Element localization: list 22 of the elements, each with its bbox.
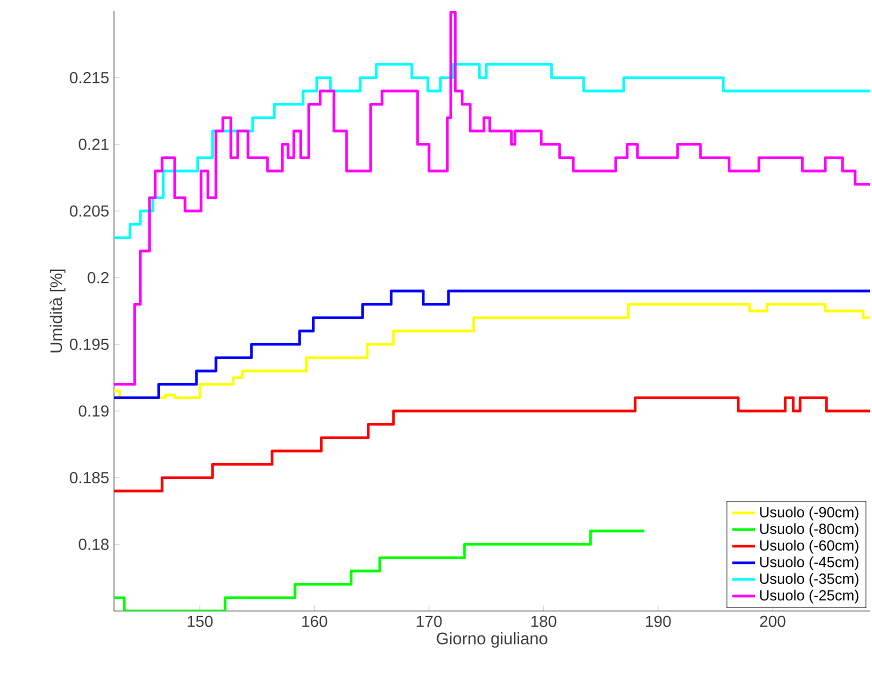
x-tick-label: 190 <box>646 616 671 628</box>
y-tick-label: 0.205 <box>70 205 109 217</box>
y-tick-label: 0.19 <box>78 405 109 417</box>
legend-label: Usuolo (-45cm) <box>760 556 858 570</box>
y-tick-label: 0.215 <box>70 72 109 84</box>
x-axis-title: Giorno giuliano <box>436 632 548 648</box>
y-tick-label: 0.2 <box>88 272 108 284</box>
x-tick-label: 170 <box>416 616 442 628</box>
x-tick-label: 180 <box>531 616 556 628</box>
y-axis-title: Umidità [%] <box>50 270 66 352</box>
legend-label: Usuolo (-80cm) <box>760 523 858 537</box>
y-tick-label: 0.18 <box>78 538 109 550</box>
legend-label: Usuolo (-60cm) <box>760 540 858 554</box>
y-tick-label: 0.21 <box>78 138 109 150</box>
y-tick-label: 0.185 <box>70 472 109 484</box>
x-tick-label: 160 <box>302 616 328 628</box>
x-tick-label: 150 <box>188 616 213 628</box>
legend-label: Usuolo (-35cm) <box>760 573 858 587</box>
legend-label: Usuolo (-25cm) <box>760 590 858 604</box>
y-tick-label: 0.195 <box>70 338 109 350</box>
legend-label: Usuolo (-90cm) <box>760 506 858 520</box>
x-tick-label: 200 <box>760 616 786 628</box>
